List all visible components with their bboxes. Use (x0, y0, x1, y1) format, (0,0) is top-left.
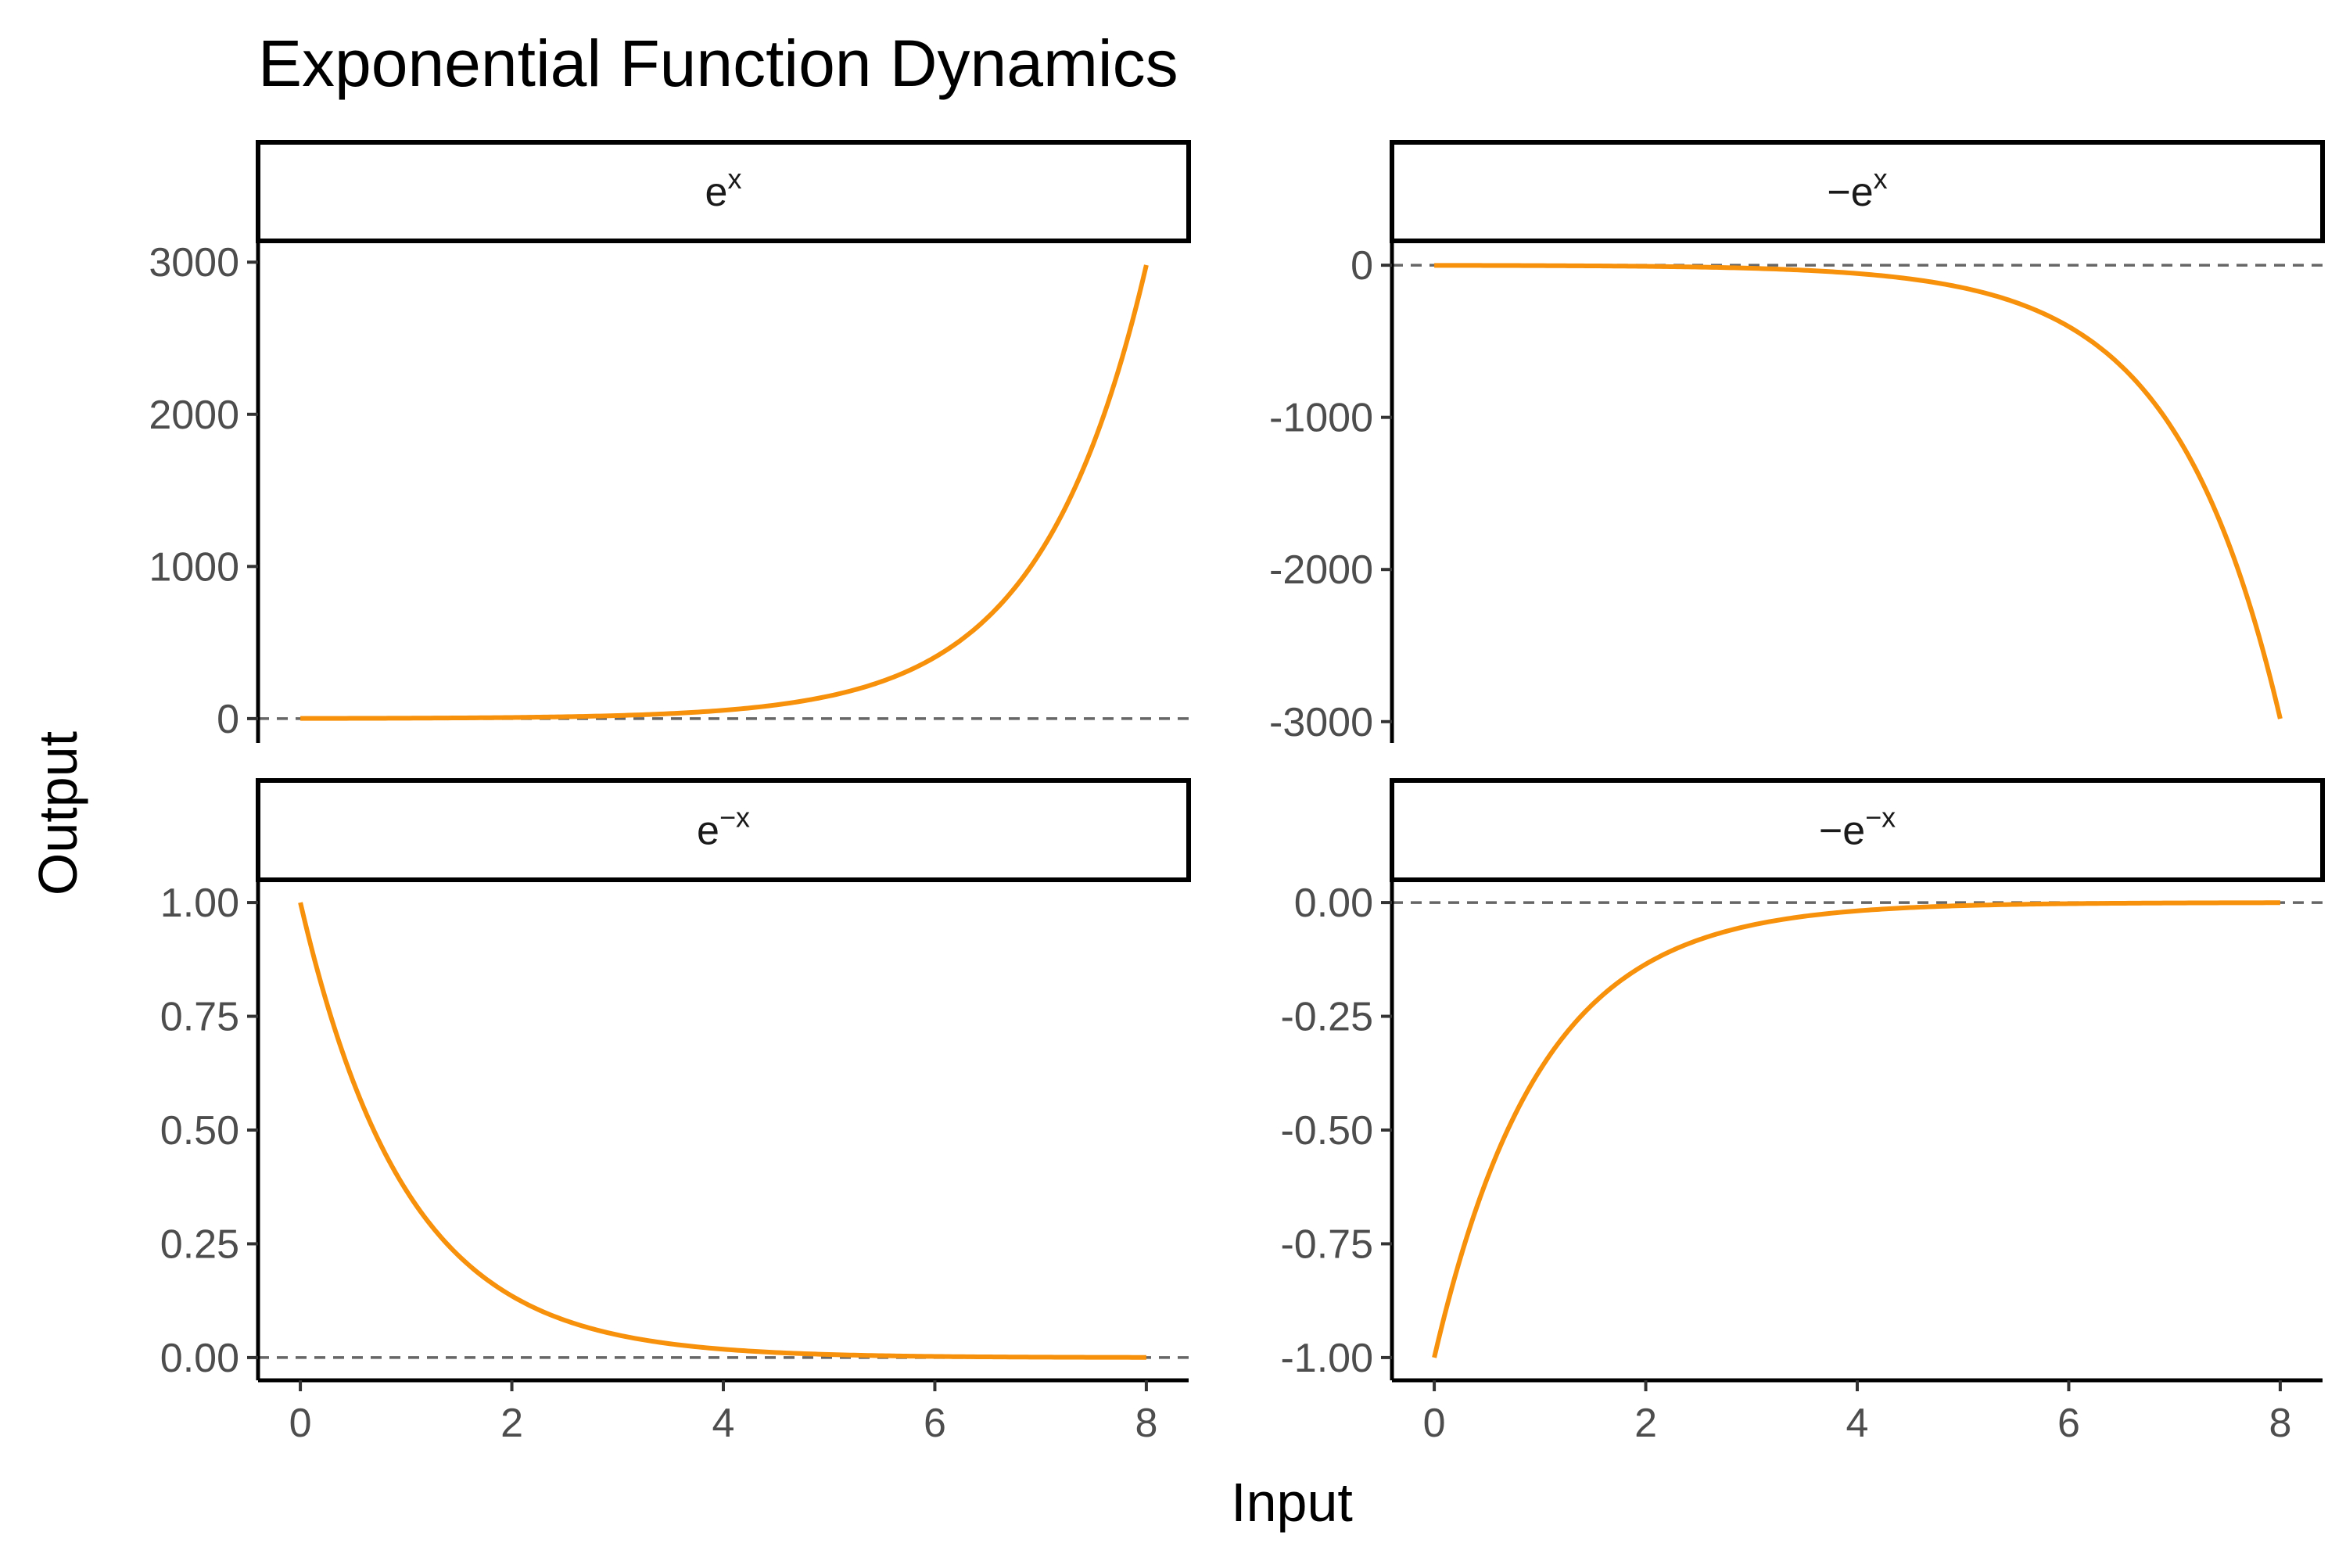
y-tick-label: 2000 (149, 393, 239, 438)
y-tick-label: 0.50 (160, 1108, 239, 1154)
x-tick-label: 2 (1634, 1401, 1657, 1446)
series-line (300, 264, 1149, 721)
y-tick-label: -1.00 (1280, 1336, 1373, 1381)
series-line (298, 902, 1146, 1360)
y-tick-label: -2000 (1269, 547, 1373, 593)
facet-strip (1390, 778, 2325, 882)
y-tick-label: -0.50 (1280, 1108, 1373, 1154)
x-tick-label: 6 (2057, 1401, 2080, 1446)
x-tick-label: 4 (1846, 1401, 1869, 1446)
y-tick-label: 0 (217, 697, 239, 742)
strip-prefix: − (1827, 170, 1850, 215)
facet-panels: ex0100020003000−ex-3000-2000-10000e−x0.0… (149, 140, 2325, 1446)
x-tick-label: 2 (500, 1401, 523, 1446)
x-axis-title: Input (1231, 1472, 1353, 1533)
facet-strip-label: e−x (697, 802, 750, 854)
y-tick-label: 1000 (149, 544, 239, 590)
x-tick-label: 4 (712, 1401, 735, 1446)
y-tick-label: 1.00 (160, 881, 239, 926)
y-tick-label: 0 (1351, 243, 1373, 289)
strip-base: e (697, 809, 719, 854)
strip-prefix: − (1819, 809, 1842, 854)
y-tick-label: 0.00 (160, 1336, 239, 1381)
y-tick-label: 0.25 (160, 1222, 239, 1267)
x-tick-label: 0 (1423, 1401, 1446, 1446)
facet-strip-label: −e−x (1819, 802, 1896, 854)
strip-base: e (1851, 170, 1874, 215)
strip-superscript: −x (1865, 802, 1896, 834)
series-line (1432, 900, 2280, 1358)
facet-strip-label: −ex (1827, 163, 1887, 215)
facet-strip-label: ex (705, 163, 742, 215)
y-tick-label: 0.75 (160, 995, 239, 1040)
strip-superscript: −x (719, 802, 750, 834)
x-tick-label: 6 (924, 1401, 946, 1446)
y-tick-label: -0.75 (1280, 1222, 1373, 1267)
facet-panel-decay_neg: −e−x -1.00 -0.75 -0.50 -0.25 0.00 0 2 4 6 8 (1280, 778, 2325, 1446)
y-tick-label: -0.25 (1280, 995, 1373, 1040)
x-tick-label: 8 (1135, 1401, 1157, 1446)
strip-superscript: x (1874, 163, 1888, 195)
strip-base: e (1842, 809, 1865, 854)
facet-panel-exp_neg: −ex -3000 -2000 -1000 0 (1269, 140, 2325, 745)
series-line (1434, 263, 2283, 719)
facet-strip (1390, 140, 2325, 243)
x-tick-label: 8 (2269, 1401, 2291, 1446)
x-tick-label: 0 (289, 1401, 312, 1446)
facet-panel-exp_pos: ex 0 1000 2000 3000 (149, 140, 1191, 743)
y-tick-label: -3000 (1269, 700, 1373, 745)
strip-base: e (705, 170, 728, 215)
facet-strip (256, 778, 1191, 882)
y-tick-label: 3000 (149, 240, 239, 285)
y-tick-label: -1000 (1269, 396, 1373, 441)
y-tick-label: 0.00 (1294, 881, 1373, 926)
strip-superscript: x (727, 163, 741, 195)
chart-title: Exponential Function Dynamics (258, 27, 1178, 100)
facet-panel-decay_pos: e−x 0.00 0.25 0.50 0.75 1.00 0 2 4 6 8 (160, 778, 1191, 1446)
y-axis-title: Output (27, 731, 88, 895)
facet-strip (256, 140, 1191, 243)
